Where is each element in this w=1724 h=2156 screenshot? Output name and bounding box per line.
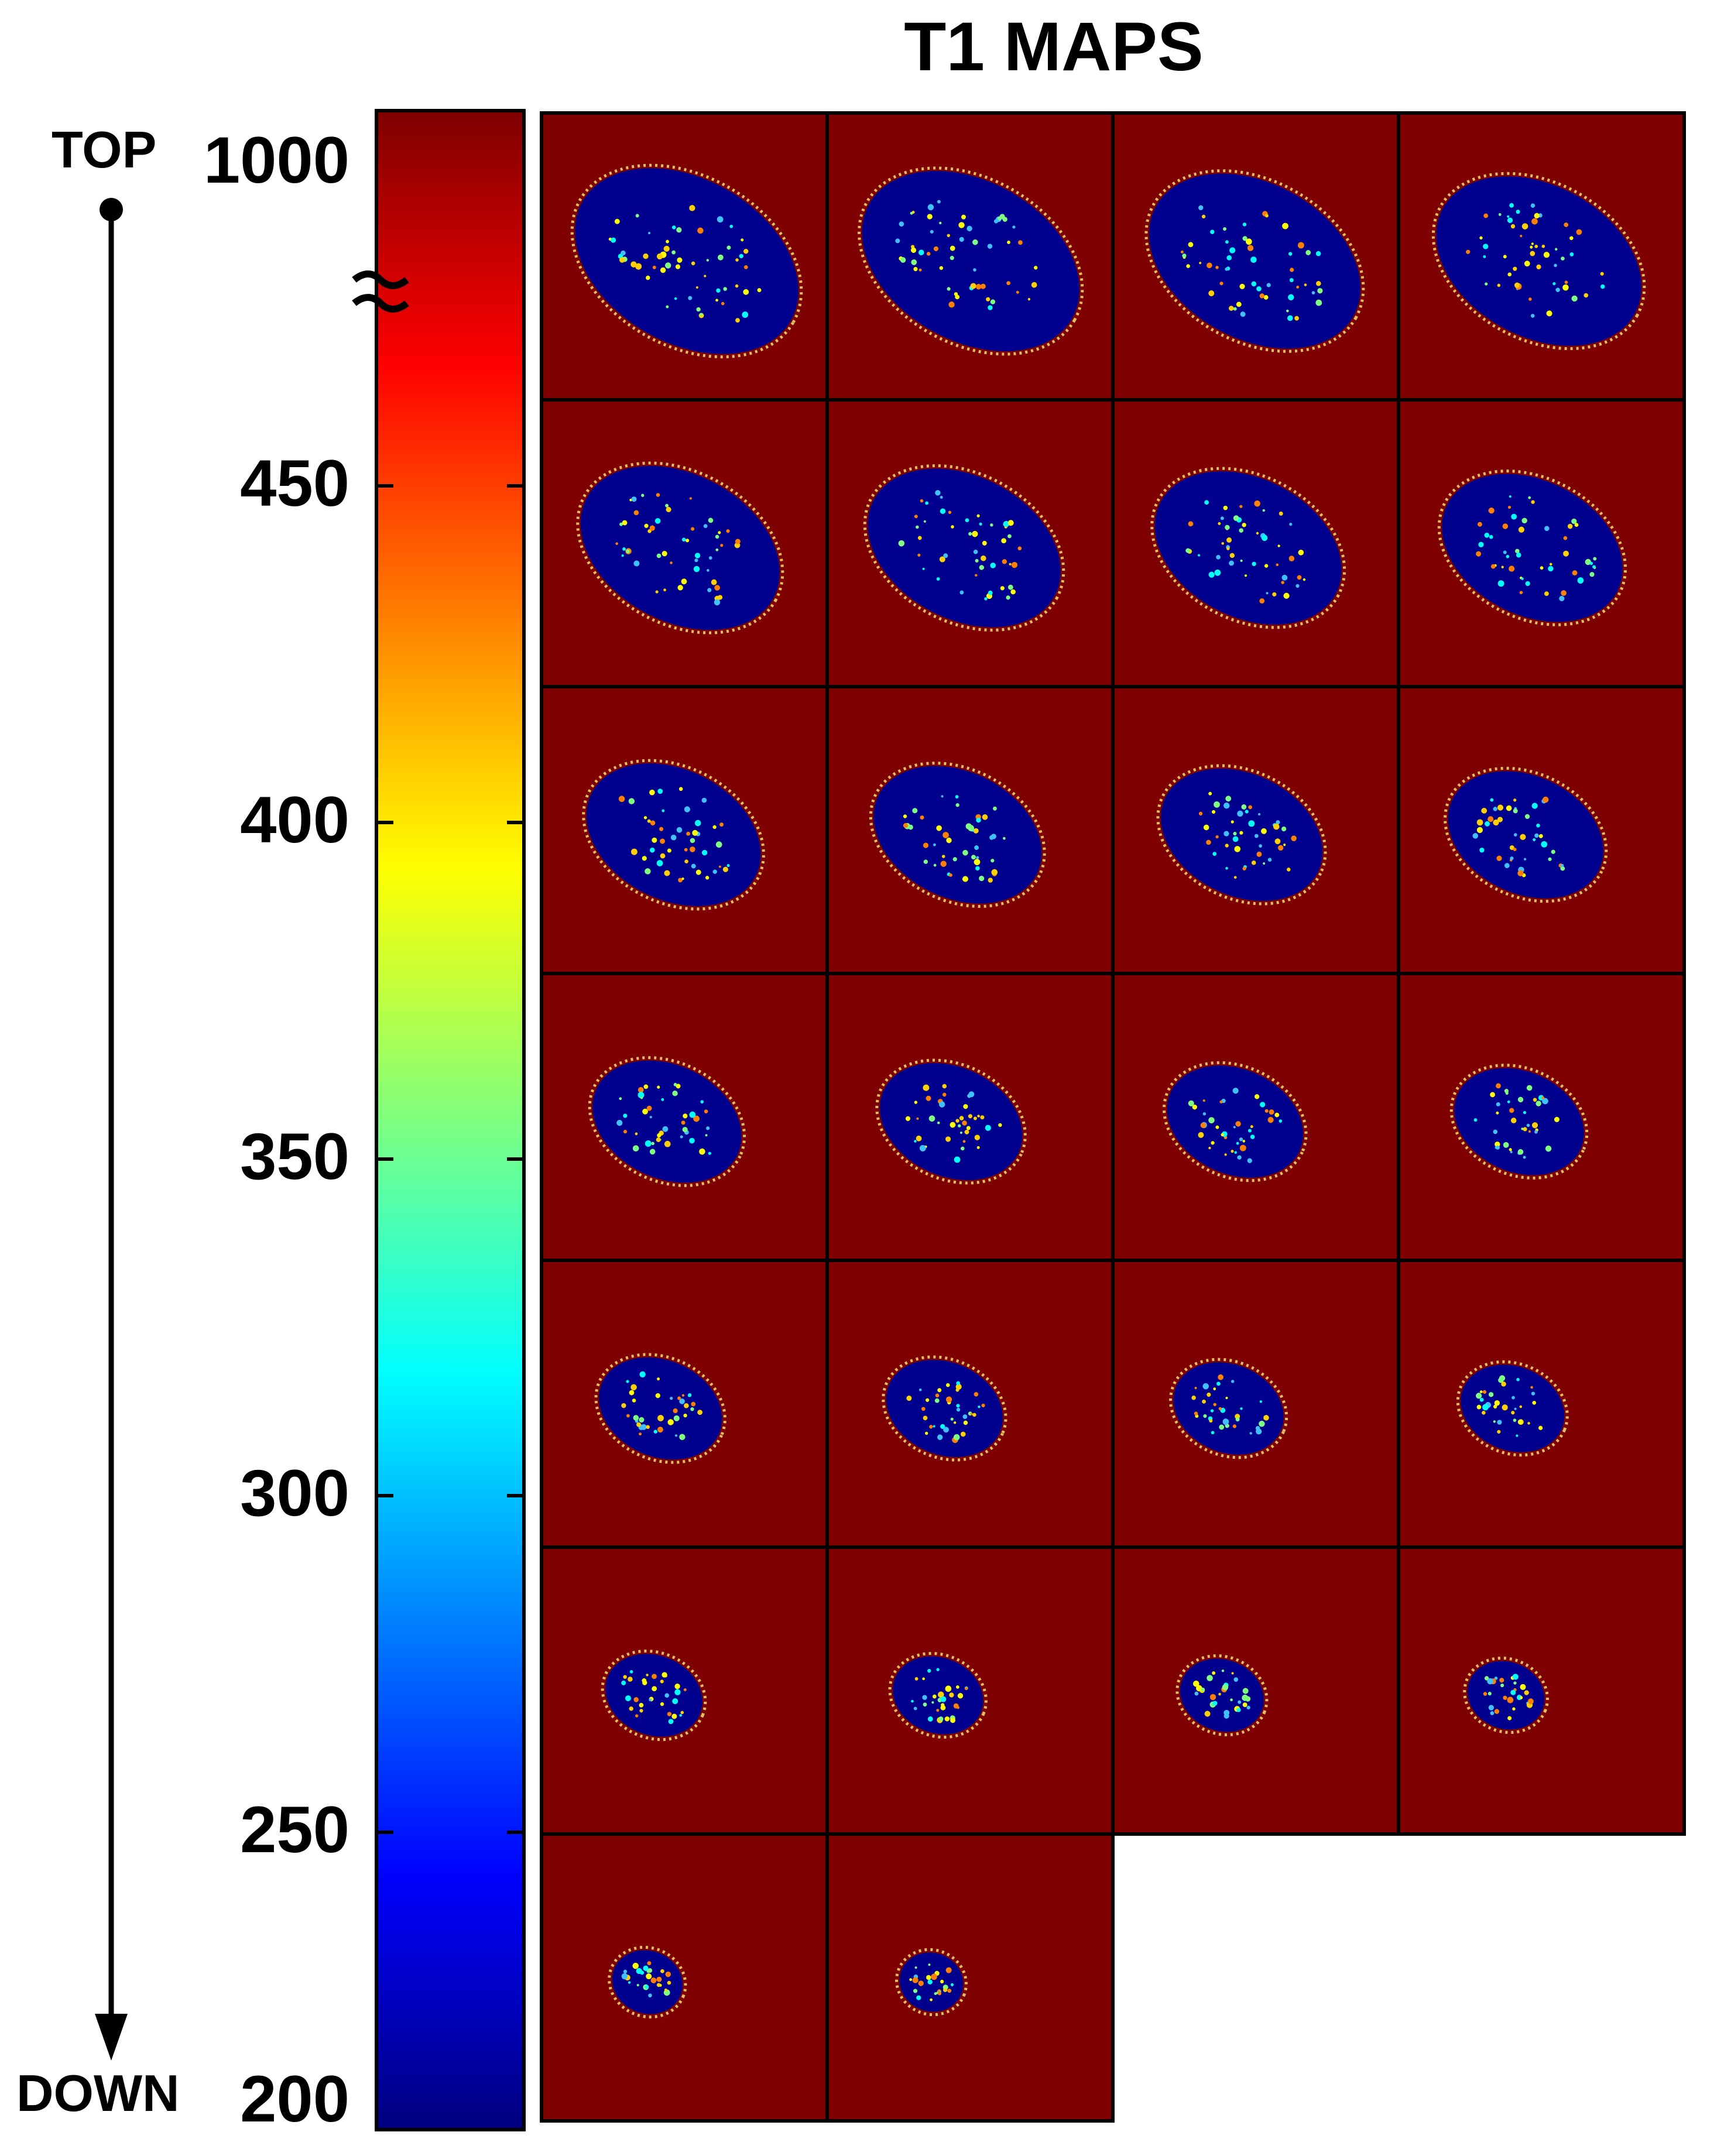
tissue-cross-section	[601, 1649, 707, 1742]
top-label: TOP	[52, 121, 157, 179]
slice-map	[540, 685, 829, 975]
tissue-cross-section	[875, 1058, 1027, 1185]
tissue-cross-section	[582, 759, 765, 911]
colorbar-tick-mark	[507, 1831, 522, 1834]
colorbar-tick-mark	[507, 1494, 522, 1497]
tissue-cross-section	[1169, 1358, 1288, 1459]
figure-title: T1 MAPS	[904, 8, 1204, 85]
slice-map	[1397, 1545, 1686, 1836]
slice-map	[1111, 111, 1400, 402]
colorbar-tick-label: 400	[240, 783, 349, 856]
tissue-cross-section	[1449, 1064, 1589, 1180]
slice-map	[1111, 685, 1400, 975]
tissue-cross-section	[1431, 172, 1646, 351]
tissue-cross-section	[888, 1651, 988, 1739]
colorbar-tick-mark	[507, 1157, 522, 1161]
tissue-cross-section	[1437, 469, 1627, 626]
colorbar-tick-mark	[378, 1831, 393, 1834]
slice-map	[540, 1832, 829, 2123]
tissue-cross-section	[858, 166, 1084, 356]
slice-map	[825, 1832, 1115, 2123]
colorbar-tick-label: 250	[240, 1793, 349, 1866]
slice-map	[1111, 972, 1400, 1262]
colorbar-tick-mark	[378, 484, 393, 488]
tissue-cross-section	[588, 1056, 746, 1187]
colorbar-tick-mark	[378, 821, 393, 824]
axis-break-icon	[352, 270, 409, 313]
tissue-cross-section	[608, 1945, 687, 2019]
tissue-cross-section	[863, 464, 1065, 632]
slice-map	[825, 972, 1115, 1262]
t1-map-grid	[540, 111, 1699, 2131]
tissue-cross-section	[882, 1355, 1007, 1462]
tissue-cross-section	[1175, 1654, 1269, 1737]
down-label: DOWN	[16, 2064, 180, 2122]
tissue-cross-section	[1144, 169, 1365, 353]
slice-map	[540, 972, 829, 1262]
slice-map	[1111, 1259, 1400, 1549]
tissue-cross-section	[570, 163, 803, 359]
colorbar-tick-mark	[378, 1157, 393, 1161]
tissue-cross-section	[1163, 1061, 1308, 1182]
colorbar	[375, 109, 526, 2131]
colorbar-tick-label: 200	[240, 2062, 349, 2136]
slice-map	[540, 1545, 829, 1836]
top-to-down-arrow	[95, 198, 128, 2061]
tissue-cross-section	[1150, 467, 1346, 629]
colorbar-tick-mark	[378, 1494, 393, 1497]
slice-map	[1397, 398, 1686, 688]
colorbar-tick-label: 1000	[203, 124, 349, 197]
slice-map	[1111, 398, 1400, 688]
slice-map	[1397, 685, 1686, 975]
tissue-cross-section	[1156, 764, 1327, 906]
slice-map	[825, 1259, 1115, 1549]
colorbar-tick-label: 350	[240, 1120, 349, 1193]
slice-map	[540, 1259, 829, 1549]
colorbar-tick-mark	[507, 484, 522, 488]
slice-map	[540, 398, 829, 688]
colorbar-tick-label: 300	[240, 1456, 349, 1530]
slice-map	[825, 398, 1115, 688]
slice-map	[1397, 972, 1686, 1262]
tissue-cross-section	[895, 1948, 968, 2017]
tissue-cross-section	[594, 1353, 726, 1464]
tissue-cross-section	[1456, 1360, 1569, 1457]
slice-map	[1111, 1545, 1400, 1836]
slice-map	[825, 1545, 1115, 1836]
slice-map	[1397, 1259, 1686, 1549]
tissue-cross-section	[576, 461, 784, 635]
slice-map	[825, 685, 1115, 975]
slice-map	[540, 111, 829, 402]
slice-map	[1397, 111, 1686, 402]
tissue-cross-section	[1444, 766, 1608, 903]
colorbar-tick-mark	[507, 821, 522, 824]
slice-map	[825, 111, 1115, 402]
tissue-cross-section	[869, 762, 1046, 908]
colorbar-tick-label: 450	[240, 447, 349, 520]
tissue-cross-section	[1463, 1656, 1549, 1735]
